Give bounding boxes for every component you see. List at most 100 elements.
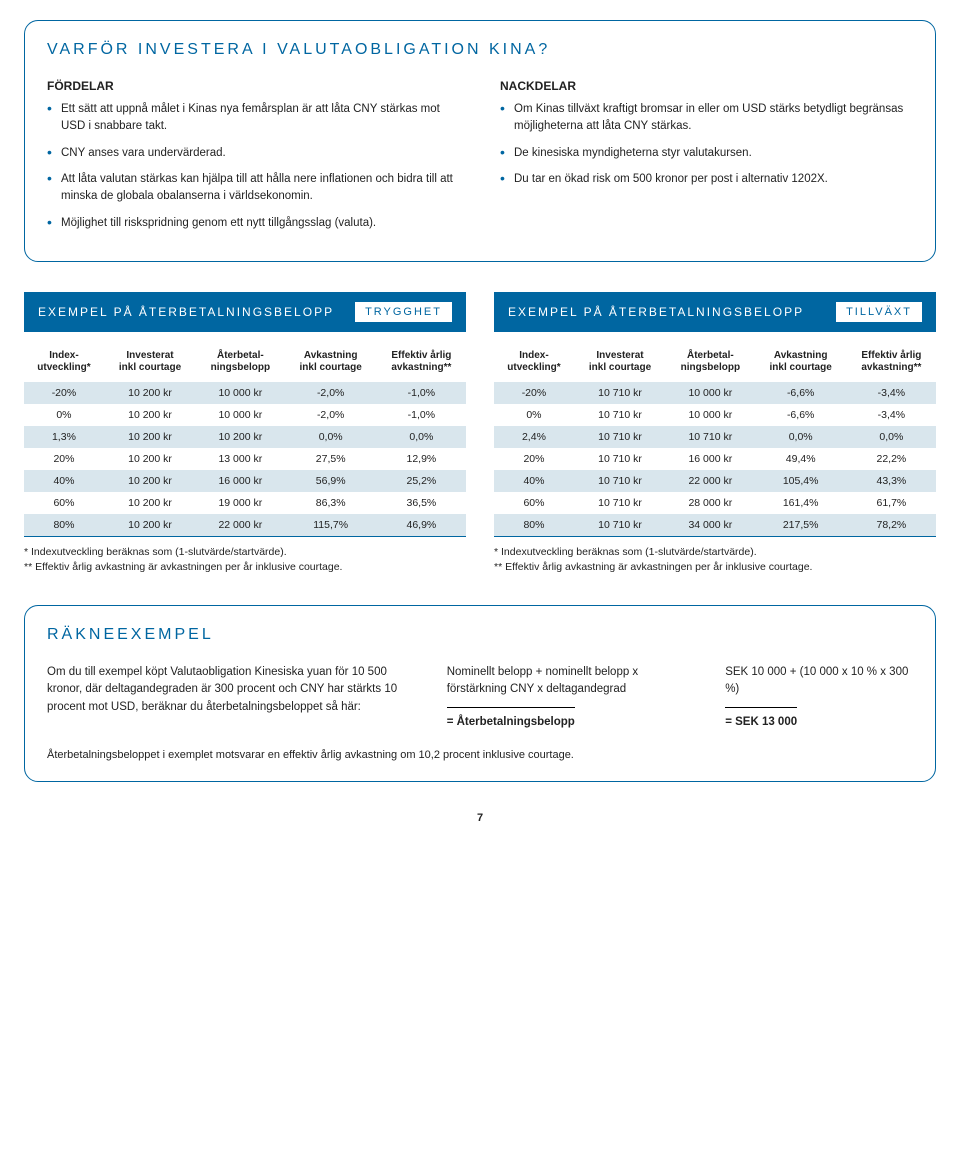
table-cell: 10 710 kr xyxy=(574,382,666,404)
calc-formula-top: Nominellt belopp + nominellt belopp x fö… xyxy=(447,664,689,699)
calc-numeric-top: SEK 10 000 + (10 000 x 10 % x 300 %) xyxy=(725,664,913,699)
table-cell: 1,3% xyxy=(24,426,104,448)
table-row: 80%10 710 kr34 000 kr217,5%78,2% xyxy=(494,514,936,537)
table-row: 20%10 200 kr13 000 kr27,5%12,9% xyxy=(24,448,466,470)
table-cell: 13 000 kr xyxy=(196,448,284,470)
column-header: Effektiv årligavkastning** xyxy=(847,346,936,382)
table-cell: 25,2% xyxy=(377,470,466,492)
table-cell: 40% xyxy=(494,470,574,492)
table-cell: 10 710 kr xyxy=(574,426,666,448)
table-cell: 78,2% xyxy=(847,514,936,537)
column-header: Effektiv årligavkastning** xyxy=(377,346,466,382)
table-tillvaxt: EXEMPEL PÅ ÅTERBETALNINGSBELOPP TILLVÄXT… xyxy=(494,292,936,574)
table-cell: 10 200 kr xyxy=(196,426,284,448)
table-cell: 10 710 kr xyxy=(666,426,754,448)
table-cell: 34 000 kr xyxy=(666,514,754,537)
table-cell: 61,7% xyxy=(847,492,936,514)
column-header: Återbetal-ningsbelopp xyxy=(666,346,754,382)
table-cell: 0,0% xyxy=(847,426,936,448)
list-item: Att låta valutan stärkas kan hjälpa till… xyxy=(47,171,460,204)
table-cell: 60% xyxy=(494,492,574,514)
table-head-title: EXEMPEL PÅ ÅTERBETALNINGSBELOPP xyxy=(38,305,334,319)
nackdelar-list: Om Kinas tillväxt kraftigt bromsar in el… xyxy=(500,101,913,188)
intro-box: VARFÖR INVESTERA I VALUTAOBLIGATION KINA… xyxy=(24,20,936,262)
table-cell: 10 710 kr xyxy=(574,514,666,537)
tillvaxt-data-table: Index-utveckling*Investeratinkl courtage… xyxy=(494,346,936,537)
table-cell: 115,7% xyxy=(285,514,377,537)
nackdelar-column: NACKDELAR Om Kinas tillväxt kraftigt bro… xyxy=(500,79,913,241)
table-cell: 49,4% xyxy=(755,448,847,470)
calc-bottom-text: Återbetalningsbeloppet i exemplet motsva… xyxy=(47,749,913,761)
table-row: 80%10 200 kr22 000 kr115,7%46,9% xyxy=(24,514,466,537)
table-cell: 40% xyxy=(24,470,104,492)
footnotes-trygghet: * Indexutveckling beräknas som (1-slutvä… xyxy=(24,545,466,574)
table-cell: 12,9% xyxy=(377,448,466,470)
footnote-1: * Indexutveckling beräknas som (1-slutvä… xyxy=(24,545,466,560)
table-trygghet: EXEMPEL PÅ ÅTERBETALNINGSBELOPP TRYGGHET… xyxy=(24,292,466,574)
calc-box: RÄKNEEXEMPEL Om du till exempel köpt Val… xyxy=(24,605,936,782)
table-cell: -20% xyxy=(24,382,104,404)
table-cell: 161,4% xyxy=(755,492,847,514)
table-cell: 10 200 kr xyxy=(104,426,196,448)
table-cell: 10 200 kr xyxy=(104,492,196,514)
list-item: CNY anses vara undervärderad. xyxy=(47,145,460,162)
table-row: 40%10 200 kr16 000 kr56,9%25,2% xyxy=(24,470,466,492)
table-tag-tillvaxt: TILLVÄXT xyxy=(836,302,922,322)
table-cell: 0% xyxy=(24,404,104,426)
calc-title: RÄKNEEXEMPEL xyxy=(47,624,913,646)
table-cell: 10 710 kr xyxy=(574,492,666,514)
table-cell: 10 710 kr xyxy=(574,448,666,470)
table-cell: 20% xyxy=(494,448,574,470)
table-tag-trygghet: TRYGGHET xyxy=(355,302,452,322)
nackdelar-heading: NACKDELAR xyxy=(500,79,913,93)
table-cell: -1,0% xyxy=(377,404,466,426)
table-cell: -20% xyxy=(494,382,574,404)
table-cell: 105,4% xyxy=(755,470,847,492)
table-cell: 10 200 kr xyxy=(104,448,196,470)
table-cell: 86,3% xyxy=(285,492,377,514)
table-cell: 36,5% xyxy=(377,492,466,514)
table-cell: 10 200 kr xyxy=(104,404,196,426)
table-cell: 43,3% xyxy=(847,470,936,492)
table-cell: 10 710 kr xyxy=(574,470,666,492)
column-header: Investeratinkl courtage xyxy=(104,346,196,382)
table-cell: 60% xyxy=(24,492,104,514)
table-cell: 10 710 kr xyxy=(574,404,666,426)
footnote-2: ** Effektiv årlig avkastning är avkastni… xyxy=(24,560,466,575)
column-header: Återbetal-ningsbelopp xyxy=(196,346,284,382)
list-item: Ett sätt att uppnå målet i Kinas nya fem… xyxy=(47,101,460,134)
table-cell: 0,0% xyxy=(285,426,377,448)
footnote-1: * Indexutveckling beräknas som (1-slutvä… xyxy=(494,545,936,560)
table-row: 20%10 710 kr16 000 kr49,4%22,2% xyxy=(494,448,936,470)
calc-intro: Om du till exempel köpt Valutaobligation… xyxy=(47,664,411,731)
list-item: Du tar en ökad risk om 500 kronor per po… xyxy=(500,171,913,188)
table-cell: 22 000 kr xyxy=(666,470,754,492)
calc-numeric: SEK 10 000 + (10 000 x 10 % x 300 %) = S… xyxy=(725,664,913,731)
column-header: Avkastninginkl courtage xyxy=(755,346,847,382)
list-item: Om Kinas tillväxt kraftigt bromsar in el… xyxy=(500,101,913,134)
table-cell: 10 000 kr xyxy=(196,404,284,426)
column-header: Index-utveckling* xyxy=(494,346,574,382)
table-cell: -3,4% xyxy=(847,382,936,404)
intro-title: VARFÖR INVESTERA I VALUTAOBLIGATION KINA… xyxy=(47,39,913,61)
table-cell: -6,6% xyxy=(755,382,847,404)
column-header: Investeratinkl courtage xyxy=(574,346,666,382)
table-cell: 10 200 kr xyxy=(104,470,196,492)
table-cell: 56,9% xyxy=(285,470,377,492)
table-cell: 10 200 kr xyxy=(104,514,196,537)
fordelar-list: Ett sätt att uppnå målet i Kinas nya fem… xyxy=(47,101,460,231)
table-cell: 16 000 kr xyxy=(666,448,754,470)
column-header: Index-utveckling* xyxy=(24,346,104,382)
table-row: 0%10 710 kr10 000 kr-6,6%-3,4% xyxy=(494,404,936,426)
page-number: 7 xyxy=(24,812,936,824)
table-cell: 10 000 kr xyxy=(666,404,754,426)
table-cell: 10 000 kr xyxy=(196,382,284,404)
calc-formula: Nominellt belopp + nominellt belopp x fö… xyxy=(447,664,689,731)
fordelar-heading: FÖRDELAR xyxy=(47,79,460,93)
table-cell: -3,4% xyxy=(847,404,936,426)
table-row: -20%10 710 kr10 000 kr-6,6%-3,4% xyxy=(494,382,936,404)
column-header: Avkastninginkl courtage xyxy=(285,346,377,382)
table-row: 60%10 200 kr19 000 kr86,3%36,5% xyxy=(24,492,466,514)
table-cell: 28 000 kr xyxy=(666,492,754,514)
table-head-title: EXEMPEL PÅ ÅTERBETALNINGSBELOPP xyxy=(508,305,804,319)
